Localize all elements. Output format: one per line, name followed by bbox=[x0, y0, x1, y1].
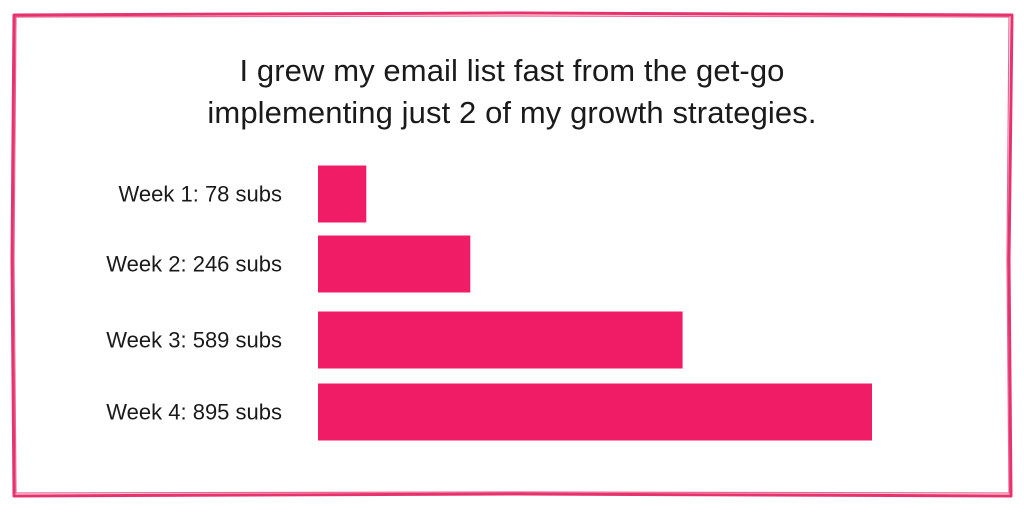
bar-label-week-3: Week 3: 589 subs bbox=[106, 328, 282, 353]
bar-label-week-2: Week 2: 246 subs bbox=[106, 252, 282, 277]
bar-label-week-4: Week 4: 895 subs bbox=[106, 400, 282, 425]
chart-title-line-2: implementing just 2 of my growth strateg… bbox=[207, 95, 817, 130]
bar-week-1 bbox=[318, 165, 367, 223]
bar-week-3 bbox=[318, 311, 683, 369]
bar-label-week-1: Week 1: 78 subs bbox=[119, 182, 282, 207]
bar-week-4 bbox=[318, 383, 872, 441]
border-stroke-outer bbox=[10, 11, 1014, 498]
chart-title-line-1: I grew my email list fast from the get-g… bbox=[239, 53, 785, 88]
bar-week-2 bbox=[318, 235, 471, 293]
border-stroke-inner bbox=[13, 15, 1010, 494]
